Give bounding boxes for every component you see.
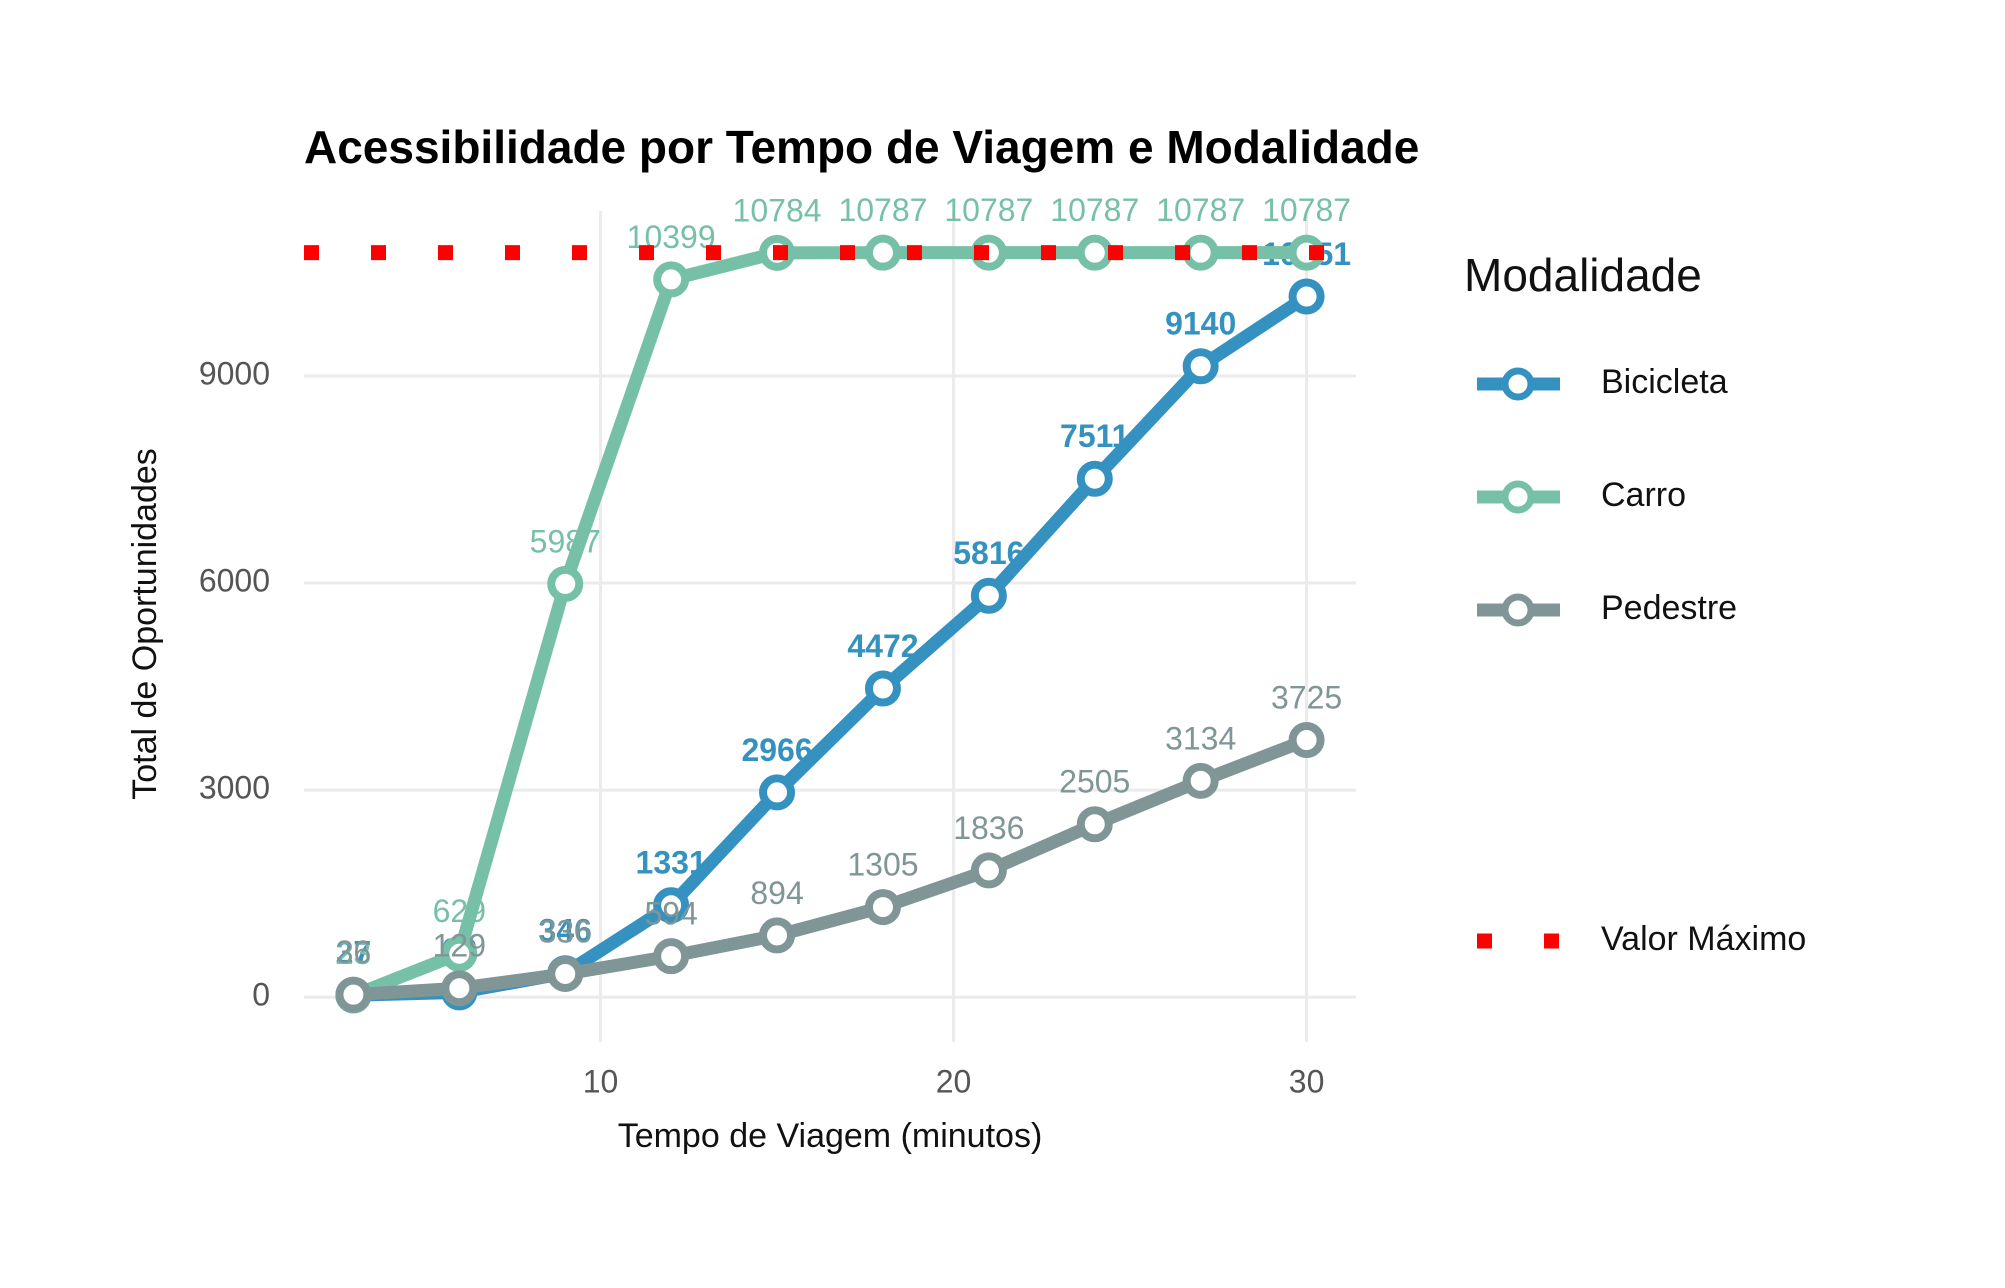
data-label: 10784 [733,192,822,228]
chart-title: Acessibilidade por Tempo de Viagem e Mod… [304,121,1419,173]
data-label: 7511 [1060,418,1129,454]
data-label: 629 [433,893,486,929]
point [1182,348,1219,385]
y-tick-label: 6000 [199,562,270,598]
point [653,261,690,298]
point [1182,762,1219,799]
data-label: 3134 [1165,720,1236,756]
data-label: 5816 [953,535,1024,571]
data-label: 36 [336,934,372,970]
point [441,935,478,972]
point [759,917,796,954]
point [1076,806,1113,843]
data-label: 10787 [838,192,927,228]
point [864,234,901,271]
point [970,577,1007,614]
point [1076,460,1113,497]
data-label: 4472 [847,628,918,664]
x-tick-label: 30 [1289,1063,1325,1099]
legend-key [1501,593,1535,627]
data-label: 23 [336,935,372,971]
data-label: 1305 [847,847,918,883]
point [970,852,1007,889]
data-label: 3725 [1271,679,1342,715]
data-label: 594 [644,896,697,932]
data-label: 10787 [1156,192,1245,228]
series-line [351,246,1307,1002]
data-label: 27 [336,935,372,971]
data-label: 10787 [1050,192,1139,228]
data-label: 10787 [1262,192,1351,228]
data-label: 2966 [741,732,812,768]
data-label: 9140 [1165,306,1236,342]
y-tick-label: 0 [252,977,270,1013]
point [547,955,584,992]
series-line [353,733,1309,1002]
y-tick-label: 9000 [199,355,270,391]
point [864,670,901,707]
series-line [353,291,1311,1002]
point [653,887,690,924]
data-label: 1836 [953,810,1024,846]
point [864,889,901,926]
point [653,938,690,975]
data-label: 5987 [530,523,601,559]
legend-key [1501,480,1535,514]
data-label: 129 [433,928,486,964]
data-label: 346 [539,913,592,949]
y-axis-label: Total de Oportunidades [126,448,164,800]
legend-label: Bicicleta [1601,363,1728,401]
legend-label: Carro [1601,476,1686,514]
data-label: 894 [750,875,803,911]
legend-key [1501,367,1535,401]
point [759,774,796,811]
point [547,565,584,602]
point [1076,234,1113,271]
data-label: 2505 [1059,764,1130,800]
legend-title: Modalidade [1464,249,1702,301]
legend-label: Valor Máximo [1601,920,1806,958]
point [1182,234,1219,271]
y-tick-label: 3000 [199,770,270,806]
point [1288,278,1325,315]
legend-label: Pedestre [1601,589,1737,627]
x-axis-label: Tempo de Viagem (minutos) [618,1117,1043,1155]
data-label: 336 [539,913,592,949]
x-tick-label: 20 [936,1063,972,1099]
x-tick-label: 10 [583,1063,619,1099]
point [335,976,372,1013]
data-label: 10787 [944,192,1033,228]
data-label: 1331 [636,845,707,881]
point [441,970,478,1007]
point [1288,722,1325,759]
